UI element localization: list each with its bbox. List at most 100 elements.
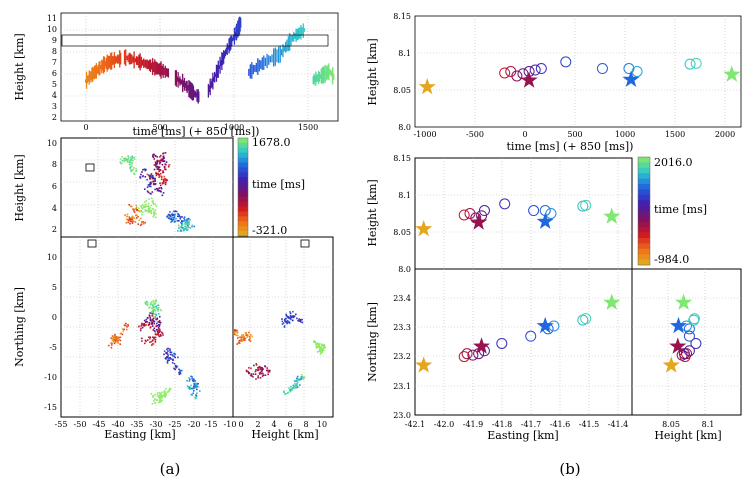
source-point	[143, 205, 145, 207]
source-point	[110, 337, 112, 339]
source-point	[250, 374, 252, 377]
source-point	[319, 353, 322, 355]
source-point	[154, 154, 157, 157]
source-point	[129, 159, 131, 162]
source-point	[298, 319, 300, 321]
source-point	[295, 386, 297, 388]
source-point	[196, 385, 199, 388]
source-point	[252, 64, 254, 75]
source-point	[154, 59, 156, 76]
source-point	[96, 66, 98, 74]
panel-a-nh-frame	[232, 236, 334, 418]
source-point	[190, 375, 192, 378]
source-point	[151, 318, 154, 321]
source-point	[95, 63, 98, 79]
source-point	[158, 319, 161, 322]
source-point	[158, 329, 160, 332]
source-point	[156, 331, 159, 333]
source-point	[114, 336, 117, 338]
source-point	[153, 301, 155, 304]
source-point	[241, 336, 244, 338]
source-point	[174, 368, 176, 371]
source-point	[240, 339, 243, 341]
source-point	[150, 209, 152, 212]
panel-b-ne-sources	[415, 293, 621, 373]
source-point	[143, 342, 146, 345]
source-point	[145, 203, 147, 206]
source-point	[137, 56, 139, 66]
source-point	[113, 338, 116, 340]
source-point	[131, 164, 133, 167]
source-point	[161, 171, 164, 174]
source-point	[115, 56, 117, 63]
source-point	[195, 395, 198, 397]
source-point	[144, 59, 146, 68]
source-point	[165, 393, 167, 395]
source-point	[149, 312, 152, 314]
reference-star	[415, 220, 433, 237]
a-ne-xtick: -50	[74, 420, 87, 429]
colorbar-segment	[238, 142, 248, 149]
a-top-ytick: 9	[52, 36, 57, 45]
source-point	[134, 58, 136, 63]
colorbar-segment	[638, 200, 650, 206]
colorbar-segment	[638, 259, 650, 266]
source-point	[167, 359, 169, 362]
source-point	[315, 71, 317, 86]
source-point	[188, 380, 191, 382]
source-point	[177, 356, 179, 359]
source-point	[236, 331, 239, 333]
source-point	[258, 368, 260, 371]
source-point	[274, 47, 276, 66]
source-point	[155, 61, 157, 75]
a-ne-xtick: -30	[150, 420, 163, 429]
source-point	[151, 320, 153, 322]
source-point	[155, 162, 157, 165]
source-point	[168, 359, 170, 362]
source-point	[250, 367, 252, 370]
source-point	[146, 209, 148, 212]
source-point	[135, 214, 138, 216]
source-point	[141, 171, 143, 173]
source-point	[149, 316, 152, 319]
source-point	[169, 349, 171, 352]
source-point	[167, 214, 169, 217]
source-point	[193, 387, 196, 389]
source-point	[114, 341, 117, 344]
source-point	[171, 220, 174, 223]
panel-a-top-sources	[84, 16, 335, 104]
source-point	[146, 173, 149, 176]
source-point	[212, 72, 214, 90]
panel-b-ne-ytick-labels: 23.0 23.1 23.2 23.3 23.4	[393, 294, 411, 420]
source-point	[328, 63, 330, 81]
source-point	[264, 365, 266, 367]
source-point	[131, 219, 134, 221]
source-point	[140, 223, 143, 226]
source-point	[160, 178, 163, 181]
source-point	[240, 18, 242, 28]
source-point	[299, 27, 301, 39]
source-point	[86, 75, 89, 84]
source-point	[313, 340, 316, 342]
source-point	[173, 362, 176, 365]
colorbar-segment	[638, 232, 650, 239]
source-point	[127, 161, 129, 163]
source-point	[284, 393, 286, 396]
source-point	[128, 216, 130, 218]
source-point	[299, 378, 301, 380]
source-point	[114, 337, 117, 340]
source-point	[158, 63, 160, 75]
source-point	[192, 387, 195, 390]
b-ne-xtick: -41.7	[521, 420, 542, 429]
reference-star	[473, 337, 491, 354]
source-point	[255, 364, 258, 366]
source-point	[131, 169, 134, 172]
source-point	[188, 223, 190, 226]
a-nh-xtick: 8	[303, 420, 308, 429]
b-ne-xtick: -41.4	[608, 420, 629, 429]
source-point	[295, 380, 298, 383]
source-point	[327, 65, 329, 80]
source-point	[149, 192, 151, 195]
source-point	[290, 316, 293, 318]
source-point	[156, 317, 159, 320]
